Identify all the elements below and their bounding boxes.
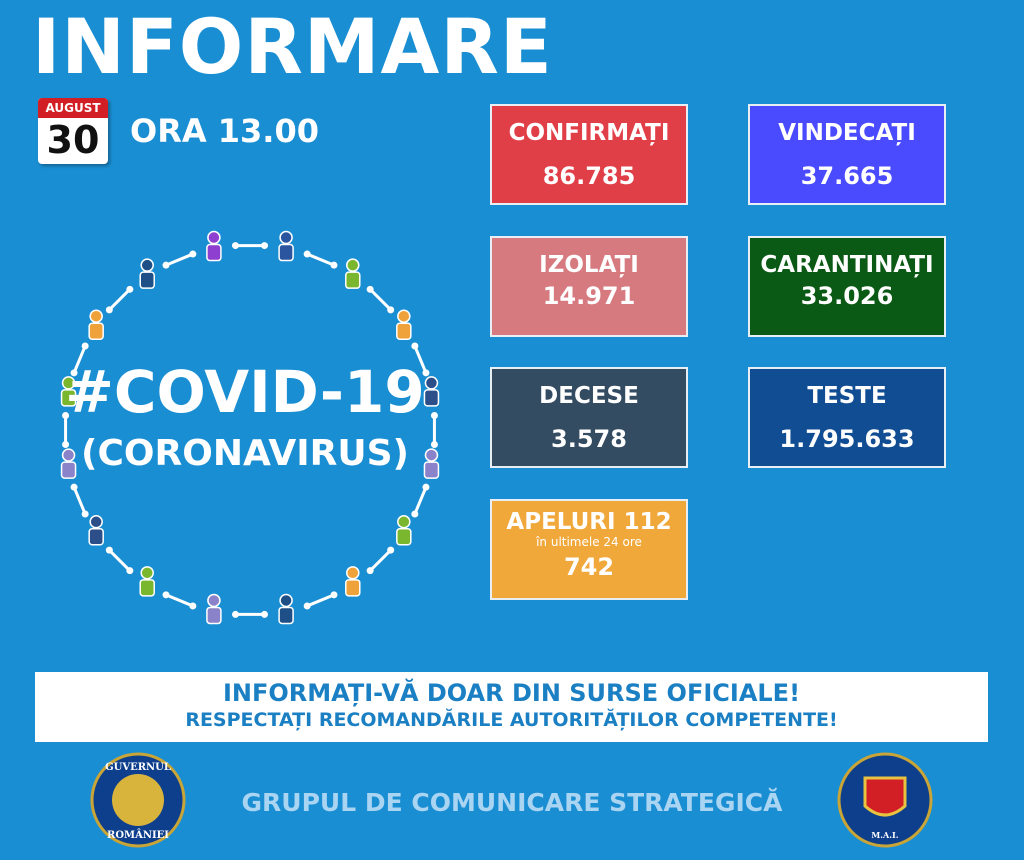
person-body bbox=[139, 271, 155, 289]
arrow bbox=[165, 593, 194, 608]
person-body bbox=[88, 322, 104, 340]
month: AUGUST bbox=[38, 98, 108, 118]
stat-value: 37.665 bbox=[800, 162, 894, 190]
arrow bbox=[72, 345, 87, 374]
stat-value: 14.971 bbox=[542, 282, 636, 310]
person-body bbox=[345, 271, 361, 289]
stat-label: CARANTINAȚI bbox=[760, 252, 934, 278]
person-body bbox=[396, 322, 412, 340]
emblem-right: M.A.I. bbox=[837, 752, 933, 848]
person-body bbox=[139, 579, 155, 597]
emblem-left: GUVERNUL ROMÂNIEI bbox=[90, 752, 186, 848]
person-head bbox=[279, 230, 293, 245]
person-body bbox=[396, 528, 412, 546]
person-head bbox=[346, 566, 360, 580]
calendar: AUGUST 30 bbox=[38, 98, 108, 164]
person-head bbox=[424, 448, 439, 462]
person-body bbox=[423, 461, 440, 479]
arrow bbox=[369, 288, 392, 311]
stat-box: CONFIRMAȚI 86.785 bbox=[490, 104, 688, 205]
arrow bbox=[306, 252, 335, 267]
person-body bbox=[206, 243, 222, 262]
person-head bbox=[89, 515, 103, 529]
stat-label: IZOLAȚI bbox=[539, 252, 639, 278]
arrow bbox=[108, 288, 131, 311]
footer-org: GRUPUL DE COMUNICARE STRATEGICĂ bbox=[241, 788, 783, 817]
person-head bbox=[140, 258, 154, 272]
person-head bbox=[207, 230, 221, 245]
stat-value: 742 bbox=[563, 553, 615, 581]
stat-box: IZOLAȚI 14.971 bbox=[490, 236, 688, 337]
person-head bbox=[397, 309, 411, 323]
person-head bbox=[89, 309, 103, 323]
person-head bbox=[346, 258, 360, 272]
arrow bbox=[413, 345, 428, 374]
stat-label: VINDECAȚI bbox=[778, 120, 916, 146]
arrow bbox=[306, 593, 335, 608]
arrow bbox=[369, 549, 392, 572]
person-head bbox=[61, 448, 76, 462]
arrow bbox=[108, 549, 131, 572]
stat-value: 3.578 bbox=[551, 425, 627, 453]
person-body bbox=[278, 606, 294, 625]
stat-label: APELURI 112 bbox=[506, 509, 672, 535]
person-head bbox=[207, 593, 221, 608]
subtitle: (CORONAVIRUS) bbox=[81, 433, 409, 474]
stat-label: DECESE bbox=[539, 383, 639, 409]
stat-box: VINDECAȚI 37.665 bbox=[748, 104, 946, 205]
banner-line: INFORMAȚI-VĂ DOAR DIN SURSE OFICIALE! bbox=[222, 679, 801, 707]
person-body bbox=[88, 528, 104, 546]
stat-box: CARANTINAȚI 33.026 bbox=[748, 236, 946, 337]
stat-box: APELURI 112 în ultimele 24 ore 742 bbox=[490, 499, 688, 600]
emblem-text: M.A.I. bbox=[871, 830, 898, 840]
person-body bbox=[60, 461, 77, 479]
stat-note: în ultimele 24 ore bbox=[536, 535, 642, 549]
stat-box: DECESE 3.578 bbox=[490, 367, 688, 468]
banner-line: RESPECTAȚI RECOMANDĂRILE AUTORITĂȚILOR C… bbox=[185, 709, 838, 731]
arrow bbox=[72, 486, 87, 515]
person-body bbox=[206, 606, 222, 625]
banner: INFORMAȚI-VĂ DOAR DIN SURSE OFICIALE! RE… bbox=[35, 672, 988, 742]
stat-label: CONFIRMAȚI bbox=[508, 120, 670, 146]
person-body bbox=[345, 579, 361, 597]
stat-label: TESTE bbox=[807, 383, 887, 409]
time: ORA 13.00 bbox=[130, 112, 319, 150]
stat-value: 33.026 bbox=[800, 282, 894, 310]
title: INFORMARE bbox=[32, 2, 553, 91]
person-body bbox=[423, 389, 440, 407]
emblem-text: ROMÂNIEI bbox=[107, 829, 169, 841]
stat-value: 86.785 bbox=[542, 162, 636, 190]
person-head bbox=[279, 593, 293, 608]
person-body bbox=[60, 389, 77, 407]
person-head bbox=[61, 376, 76, 390]
person-body bbox=[278, 243, 294, 262]
arrow bbox=[165, 252, 194, 267]
hashtag: #COVID-19 bbox=[65, 358, 424, 426]
person-head bbox=[140, 566, 154, 580]
day: 30 bbox=[46, 118, 100, 162]
emblem-text: GUVERNUL bbox=[105, 762, 171, 773]
stat-value: 1.795.633 bbox=[779, 425, 915, 453]
stat-box: TESTE 1.795.633 bbox=[748, 367, 946, 468]
arrow bbox=[413, 486, 428, 515]
person-head bbox=[424, 376, 439, 390]
person-head bbox=[397, 515, 411, 529]
